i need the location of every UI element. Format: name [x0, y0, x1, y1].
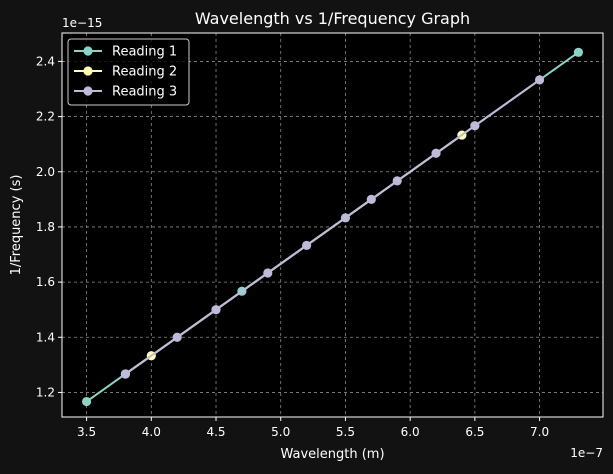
legend-item: Reading 3	[74, 85, 177, 100]
legend-swatch-marker	[83, 46, 93, 56]
y-tick-label: 1.8	[36, 220, 55, 234]
x-tick-label: 3.5	[77, 425, 96, 439]
x-tick-label: 6.0	[401, 425, 420, 439]
legend-swatch-marker	[83, 86, 93, 96]
y-axis-label: 1/Frequency (s)	[9, 175, 24, 276]
y-tick-label: 2.2	[36, 110, 55, 124]
x-tick-label: 5.0	[271, 425, 290, 439]
legend-label: Reading 3	[112, 85, 177, 100]
legend-label: Reading 1	[112, 45, 177, 60]
data-point	[172, 332, 182, 342]
series-layer	[81, 47, 584, 407]
data-point	[431, 148, 441, 158]
x-tick-label: 4.5	[206, 425, 225, 439]
axes: 3.5 4.0 4.5 5.0 5.5 6.0 6.5 7.0 1.2 1.4 1.6 1.8 2.0 2…	[36, 54, 549, 439]
legend-item: Reading 1	[74, 45, 177, 60]
y-tick-label: 1.4	[36, 330, 55, 344]
plot-frame	[61, 32, 604, 418]
data-point	[573, 47, 584, 57]
y-offset-label: 1e−15	[62, 16, 102, 30]
y-tick-label: 1.6	[36, 275, 55, 289]
data-point	[470, 121, 480, 131]
data-point	[340, 213, 351, 223]
x-tick-label: 5.5	[336, 425, 355, 439]
chart-title: Wavelength vs 1/Frequency Graph	[195, 9, 470, 28]
data-point	[81, 396, 92, 407]
data-point	[211, 305, 221, 315]
x-tick-label: 7.0	[530, 425, 549, 439]
legend-item: Reading 2	[74, 65, 177, 80]
data-point	[302, 240, 312, 251]
legend: Reading 1 Reading 2 Reading 3	[67, 38, 190, 106]
legend-swatch-marker	[83, 66, 93, 76]
data-point	[120, 369, 131, 379]
data-point	[366, 194, 376, 204]
legend-box	[67, 38, 190, 106]
data-point	[263, 268, 273, 278]
x-tick-label: 6.5	[465, 425, 484, 439]
legend-label: Reading 2	[112, 65, 177, 80]
x-tick-label: 4.0	[142, 425, 161, 439]
y-tick-label: 2.4	[36, 54, 55, 68]
x-axis-label: Wavelength (m)	[280, 447, 384, 462]
series-3	[120, 75, 545, 379]
data-point	[534, 75, 545, 85]
data-point	[392, 176, 402, 186]
y-tick-label: 1.2	[36, 385, 55, 399]
x-offset-label: 1e−7	[570, 446, 603, 460]
y-tick-label: 2.0	[36, 165, 55, 179]
